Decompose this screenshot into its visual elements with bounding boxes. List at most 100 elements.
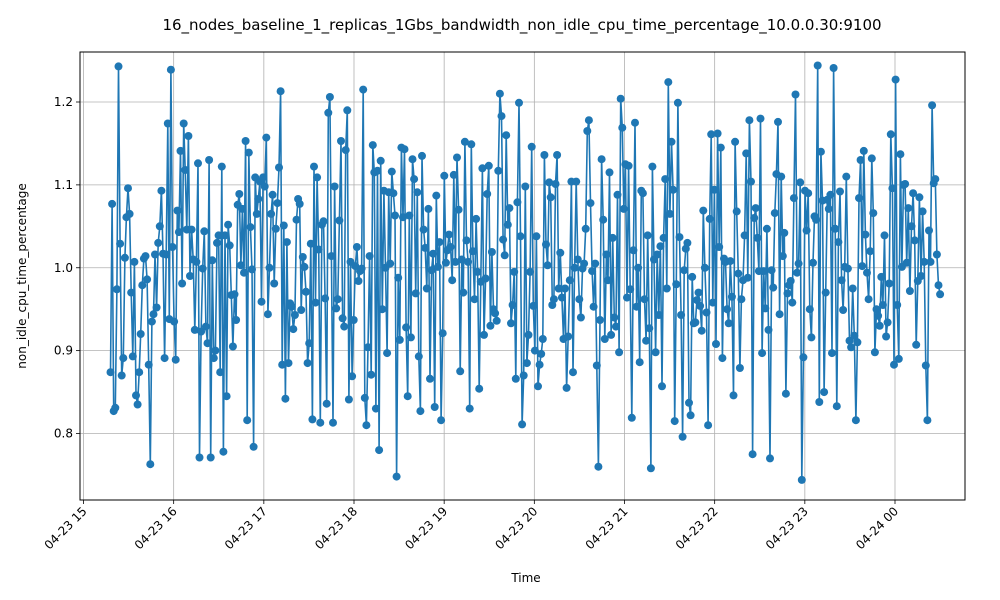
data-point <box>824 204 833 213</box>
data-point <box>866 247 875 256</box>
data-point <box>117 371 126 380</box>
data-point <box>491 309 500 318</box>
data-point <box>324 108 333 117</box>
data-point <box>864 295 873 304</box>
data-point <box>700 263 709 272</box>
data-point <box>391 211 399 220</box>
data-point <box>236 261 245 270</box>
data-point <box>727 292 736 301</box>
data-point <box>672 280 681 289</box>
x-axis-title: Time <box>510 571 540 585</box>
data-point <box>538 335 547 343</box>
data-point <box>829 64 838 72</box>
data-point <box>246 223 255 232</box>
data-point <box>414 352 423 361</box>
data-point <box>774 117 782 126</box>
data-point <box>403 392 412 401</box>
data-point <box>872 305 881 314</box>
data-point <box>861 230 870 239</box>
data-point <box>310 162 318 171</box>
data-point <box>912 340 921 349</box>
data-point <box>368 141 377 150</box>
data-point <box>500 251 509 260</box>
data-point <box>194 159 202 168</box>
data-point <box>421 243 430 252</box>
data-point <box>557 293 566 302</box>
data-point <box>662 284 671 293</box>
data-point <box>511 374 520 383</box>
data-point <box>599 215 608 224</box>
data-point <box>241 137 250 145</box>
data-point <box>205 156 214 164</box>
data-point <box>254 195 263 203</box>
data-point <box>472 214 481 223</box>
data-point <box>130 257 139 266</box>
data-point <box>473 267 482 276</box>
data-point <box>303 359 312 368</box>
data-point <box>125 209 134 218</box>
data-point <box>268 190 277 199</box>
data-point <box>853 338 862 347</box>
data-point <box>747 177 755 186</box>
data-point <box>499 235 508 244</box>
data-point <box>920 257 929 266</box>
data-point <box>106 368 115 377</box>
data-point <box>478 164 487 173</box>
data-point <box>451 257 460 266</box>
data-point <box>697 326 706 335</box>
data-point <box>364 343 372 352</box>
data-point <box>546 193 555 202</box>
data-point <box>816 147 825 156</box>
data-point <box>791 90 800 99</box>
data-point <box>542 240 550 249</box>
data-point <box>723 305 732 314</box>
data-point <box>627 413 636 422</box>
data-point <box>432 191 441 200</box>
data-point <box>276 87 285 96</box>
data-point <box>519 371 528 380</box>
data-point <box>820 388 829 397</box>
data-point <box>604 276 612 285</box>
data-point <box>187 225 196 234</box>
data-point <box>128 352 137 361</box>
data-point <box>147 317 156 326</box>
data-point <box>799 353 808 362</box>
data-point <box>777 172 786 181</box>
data-point <box>186 272 194 280</box>
data-point <box>284 359 293 368</box>
data-point <box>446 243 455 251</box>
data-point <box>932 250 941 259</box>
data-point <box>654 311 663 319</box>
data-markers <box>106 61 945 484</box>
data-point <box>120 253 129 262</box>
data-point <box>570 263 579 272</box>
data-point <box>486 321 495 330</box>
data-point <box>217 162 226 171</box>
data-point <box>680 266 689 275</box>
data-point <box>678 432 687 441</box>
data-point <box>677 311 686 319</box>
data-point <box>160 354 169 363</box>
data-point <box>327 252 336 261</box>
data-point <box>219 447 228 456</box>
data-point <box>928 101 937 110</box>
data-point <box>882 332 891 341</box>
data-point <box>348 372 357 381</box>
data-point <box>812 215 821 224</box>
data-point <box>796 178 805 187</box>
data-point <box>704 421 713 430</box>
data-point <box>376 156 385 165</box>
data-point <box>696 301 705 310</box>
data-point <box>534 382 542 391</box>
data-point <box>631 118 639 127</box>
data-point <box>265 263 274 272</box>
data-point <box>789 194 798 203</box>
data-point <box>438 329 447 338</box>
data-point <box>383 349 392 358</box>
data-point <box>673 98 682 107</box>
data-point <box>467 140 476 149</box>
data-point <box>669 185 678 194</box>
data-point <box>413 188 422 197</box>
data-point <box>152 303 161 312</box>
